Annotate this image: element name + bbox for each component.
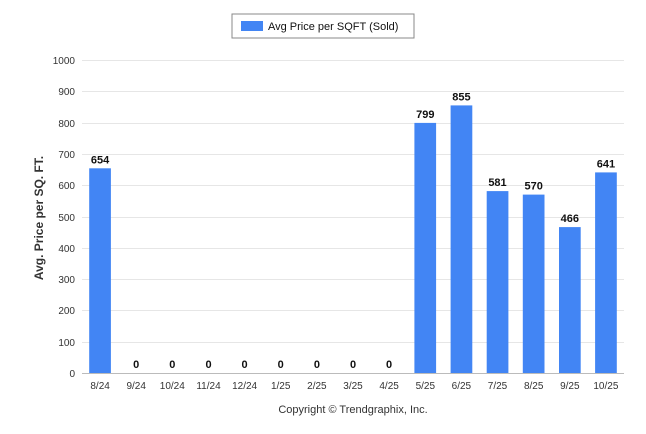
bar bbox=[522, 194, 545, 373]
x-tick-label: 8/24 bbox=[90, 381, 110, 392]
x-tick-label: 7/25 bbox=[488, 381, 508, 392]
y-tick-label: 1000 bbox=[53, 56, 76, 67]
y-tick-label: 900 bbox=[58, 87, 75, 98]
y-axis-ticks: 0 100 200 300 400 500 600 700 800 900 1000 bbox=[53, 56, 76, 380]
y-tick-label: 500 bbox=[58, 213, 75, 224]
x-tick-label: 12/24 bbox=[232, 381, 257, 392]
data-label: 0 bbox=[205, 359, 211, 371]
data-label: 0 bbox=[242, 359, 248, 371]
data-label: 0 bbox=[169, 359, 175, 371]
x-tick-label: 11/24 bbox=[196, 381, 221, 392]
y-axis-label: Avg. Price per SQ. FT. bbox=[32, 156, 46, 280]
data-labels: 654 0 0 0 0 0 0 0 0 799 855 581 570 466 641 bbox=[91, 91, 615, 371]
x-tick-label: 6/25 bbox=[452, 381, 472, 392]
data-label: 0 bbox=[133, 359, 139, 371]
bar bbox=[559, 227, 581, 373]
x-tick-label: 10/25 bbox=[593, 381, 618, 392]
data-label: 0 bbox=[350, 359, 356, 371]
y-tick-label: 400 bbox=[58, 244, 75, 255]
y-tick-label: 800 bbox=[58, 119, 75, 130]
y-tick-label: 0 bbox=[69, 369, 75, 380]
bar bbox=[595, 172, 617, 373]
bar bbox=[486, 191, 509, 373]
x-tick-label: 8/25 bbox=[524, 381, 544, 392]
x-tick-label: 4/25 bbox=[379, 381, 399, 392]
data-label: 855 bbox=[452, 91, 470, 103]
data-label: 641 bbox=[597, 158, 615, 170]
data-label: 0 bbox=[278, 359, 284, 371]
x-tick-label: 10/24 bbox=[160, 381, 185, 392]
data-label: 0 bbox=[386, 359, 392, 371]
y-tick-label: 100 bbox=[58, 338, 75, 349]
bars bbox=[89, 105, 617, 374]
copyright-credit: Copyright © Trendgraphix, Inc. bbox=[278, 404, 427, 416]
data-label: 654 bbox=[91, 154, 110, 166]
legend-swatch bbox=[241, 21, 263, 31]
data-label: 799 bbox=[416, 109, 434, 121]
bar bbox=[414, 122, 437, 374]
x-tick-label: 2/25 bbox=[307, 381, 327, 392]
x-tick-label: 3/25 bbox=[343, 381, 363, 392]
bar bbox=[89, 168, 111, 373]
x-tick-label: 1/25 bbox=[271, 381, 291, 392]
legend: Avg Price per SQFT (Sold) bbox=[231, 13, 415, 39]
data-label: 570 bbox=[525, 181, 543, 193]
x-tick-label: 5/25 bbox=[416, 381, 436, 392]
x-axis-ticks: 8/24 9/24 10/24 11/24 12/24 1/25 2/25 3/25 4/25 5… bbox=[90, 381, 618, 392]
y-tick-label: 700 bbox=[58, 150, 75, 161]
data-label: 581 bbox=[488, 177, 506, 189]
data-label: 466 bbox=[561, 213, 579, 225]
y-tick-label: 600 bbox=[58, 181, 75, 192]
bar bbox=[450, 105, 473, 374]
legend-label: Avg Price per SQFT (Sold) bbox=[268, 21, 398, 33]
x-tick-label: 9/25 bbox=[560, 381, 580, 392]
data-label: 0 bbox=[314, 359, 320, 371]
x-tick-label: 9/24 bbox=[126, 381, 146, 392]
y-tick-label: 300 bbox=[58, 275, 75, 286]
y-tick-label: 200 bbox=[58, 306, 75, 317]
